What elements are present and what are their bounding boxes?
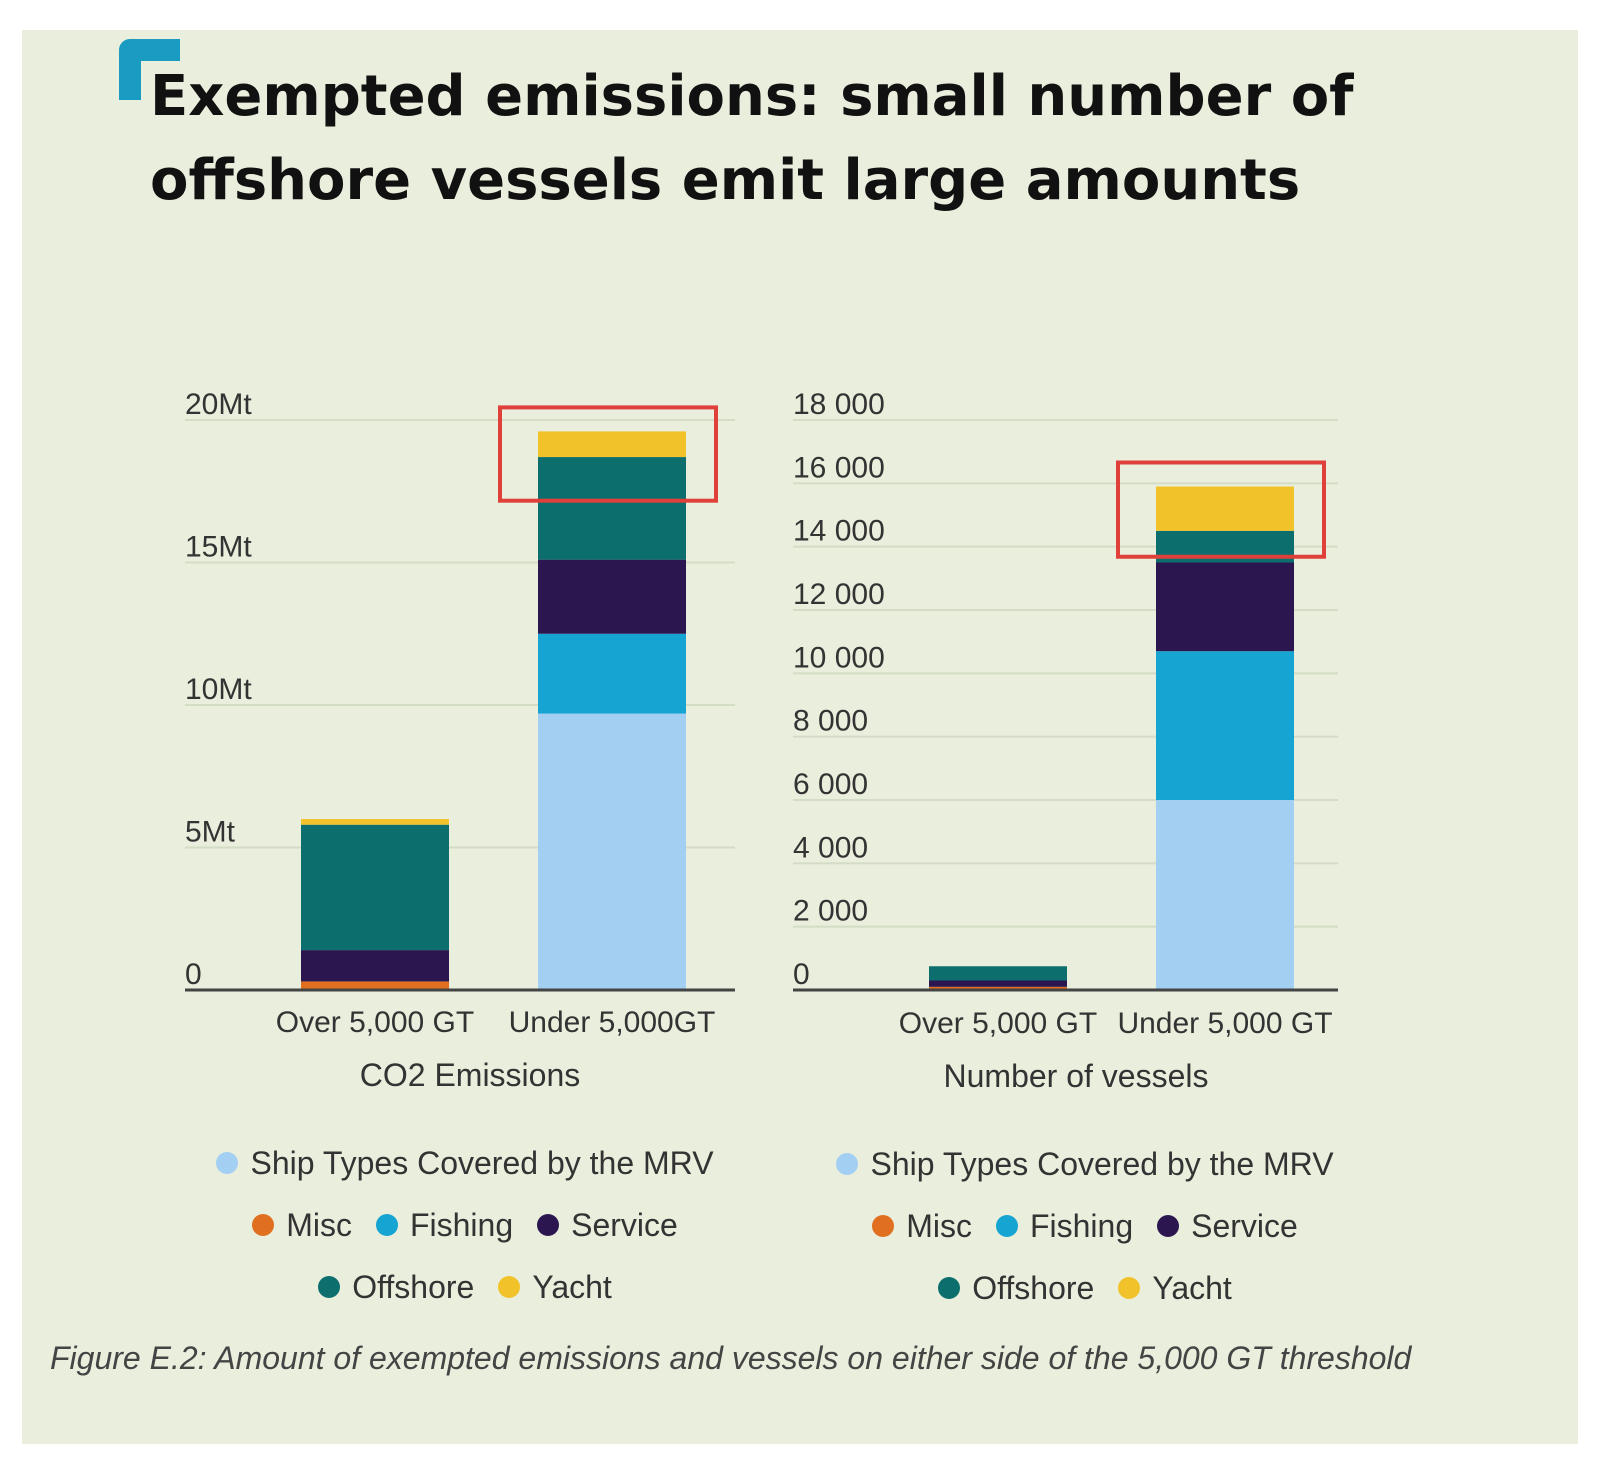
chart-title: Exempted emissions: small number of offs… [150,55,1450,223]
vessels-y-tick-label: 16 000 [793,451,885,484]
co2-bar-under-5-000gt-offshore [538,457,686,560]
vessels-y-tick-label: 14 000 [793,515,885,548]
legend-row: Ship Types Covered by the MRV [745,1133,1425,1195]
legend-co2: Ship Types Covered by the MRV Misc Fishing… [125,1132,805,1318]
legend-label: Ship Types Covered by the MRV [870,1145,1334,1182]
legend-label: Yacht [532,1268,612,1305]
legend-item-yacht: Yacht [498,1268,612,1306]
legend-label: Fishing [409,1206,514,1243]
legend-row: Misc Fishing Service [125,1194,805,1256]
co2-bar-over-5-000-gt-offshore [301,824,449,951]
co2-bar-over-5-000-gt-misc [301,981,449,990]
vessels-y-tick-label: 2 000 [793,895,868,928]
vessels-bar-over-5-000-gt-misc [929,986,1067,990]
vessels-bar-over-5-000-gt-service [929,980,1067,987]
legend-dot-icon [1157,1215,1180,1237]
co2-bar-under-5-000gt-fishing [538,633,686,714]
co2-category-label: Under 5,000GT [509,1006,716,1039]
vessels-bar-under-5-000-gt-service [1156,562,1294,652]
co2-y-tick-label: 15Mt [185,531,252,564]
vessels-bar-under-5-000-gt-fishing [1156,651,1294,800]
legend-label: Service [1191,1207,1298,1244]
vessels-y-tick-label: 18 000 [793,388,885,421]
legend-label: Fishing [1029,1207,1134,1244]
vessels-highlight-box [1116,460,1326,559]
co2-highlight-box [498,405,718,503]
legend-row: Ship Types Covered by the MRV [125,1132,805,1194]
legend-item-offshore: Offshore [938,1270,1094,1307]
vessels-y-tick-label: 10 000 [793,641,885,674]
legend-dot-icon [995,1215,1018,1237]
legend-row: Offshore Yacht [125,1256,805,1318]
legend-item-offshore: Offshore [318,1269,474,1306]
vessels-y-tick-label: 4 000 [793,831,868,864]
vessels-y-tick-label: 12 000 [793,578,885,611]
vessels-category-label: Under 5,000 GT [1117,1007,1332,1040]
legend-item-service: Service [537,1207,678,1244]
co2-y-tick-label: 10Mt [185,673,252,706]
co2-y-tick-label: 0 [185,958,202,991]
legend-item-yacht: Yacht [1118,1269,1232,1307]
legend-label: Offshore [972,1269,1095,1306]
legend-row: Offshore Yacht [745,1257,1425,1319]
vessels-bar-under-5-000-gt-yacht [1156,486,1294,531]
co2-category-label: Over 5,000 GT [276,1006,474,1039]
legend-dot-icon [318,1276,341,1298]
legend-item-fishing: Fishing [375,1206,514,1244]
vessels-category-label: Over 5,000 GT [899,1007,1097,1040]
legend-label: Offshore [352,1268,475,1305]
vessels-y-tick-label: 6 000 [793,768,868,801]
legend-label: Service [571,1206,678,1243]
legend-item-ship-types-covered-by-the-mrv: Ship Types Covered by the MRV [216,1144,714,1182]
co2-bar-over-5-000-gt-service [301,950,449,982]
co2-bar-under-5-000gt-service [538,559,686,634]
legend-label: Yacht [1152,1269,1232,1306]
legend-dot-icon [252,1214,275,1236]
legend-dot-icon [938,1277,961,1299]
legend-row: Misc Fishing Service [745,1195,1425,1257]
co2-y-tick-label: 5Mt [185,816,236,849]
corner-bracket-icon [119,39,180,100]
vessels-axis-title: Number of vessels [944,1058,1209,1094]
legend-item-fishing: Fishing [995,1207,1134,1245]
co2-bar-under-5-000gt-yacht [538,431,686,458]
figure-caption: Figure E.2: Amount of exempted emissions… [50,1340,1412,1376]
legend-dot-icon [537,1214,560,1236]
co2-bar-under-5-000gt-ship-types-covered-by-the-mrv [538,713,686,990]
legend-dot-icon [375,1214,398,1236]
legend-dot-icon [836,1153,859,1175]
legend-label: Misc [906,1207,972,1244]
vessels-y-tick-label: 0 [793,958,810,991]
legend-item-misc: Misc [252,1207,352,1244]
legend-item-service: Service [1157,1208,1298,1245]
legend-dot-icon [498,1276,521,1298]
chart-title-line-2: offshore vessels emit large amounts [150,148,1301,213]
vessels-bar-under-5-000-gt-ship-types-covered-by-the-mrv [1156,800,1294,990]
legend-dot-icon [872,1215,895,1237]
vessels-bar-over-5-000-gt-offshore [929,966,1067,981]
vessels-y-tick-label: 8 000 [793,705,868,738]
legend-item-ship-types-covered-by-the-mrv: Ship Types Covered by the MRV [836,1145,1334,1183]
legend-label: Ship Types Covered by the MRV [250,1144,714,1181]
legend-vessels: Ship Types Covered by the MRV Misc Fishing… [745,1133,1425,1319]
co2-axis-title: CO2 Emissions [360,1057,581,1093]
legend-item-misc: Misc [872,1208,972,1245]
co2-bar-over-5-000-gt-yacht [301,819,449,825]
legend-dot-icon [216,1152,239,1174]
legend-label: Misc [286,1206,352,1243]
co2-y-tick-label: 20Mt [185,388,252,421]
legend-dot-icon [1118,1277,1141,1299]
chart-title-line-1: Exempted emissions: small number of [150,64,1354,129]
